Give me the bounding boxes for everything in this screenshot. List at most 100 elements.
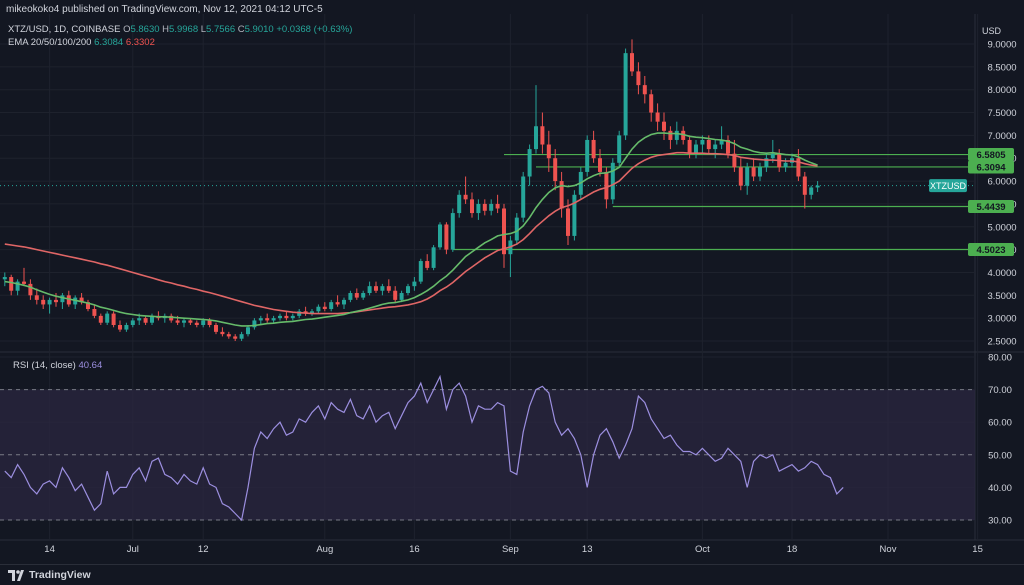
candle-body <box>636 71 641 86</box>
candle-body <box>585 139 590 172</box>
candle-body <box>450 213 455 250</box>
rsi-band-layer <box>0 389 975 521</box>
ohlc-c-value: 5.9010 <box>244 24 274 35</box>
candle-body <box>764 158 769 168</box>
candle-body <box>329 302 334 310</box>
candle-body <box>258 318 263 321</box>
rsi-tick-label: 80.00 <box>988 353 1012 364</box>
candle-body <box>745 167 750 186</box>
currency-label: USD <box>982 26 1002 36</box>
time-tick-label: 15 <box>972 544 983 555</box>
price-tick-label: 9.0000 <box>987 40 1016 51</box>
candle-body <box>534 126 538 150</box>
ohlc-l-label: L <box>200 24 207 35</box>
candle-body <box>738 167 743 186</box>
candle-body <box>783 162 788 168</box>
level-price-tag <box>968 199 1014 213</box>
candle-body <box>54 299 58 303</box>
candle-body <box>175 320 180 323</box>
candle-body <box>642 85 647 95</box>
candle-body <box>572 194 577 236</box>
horizontal-levels <box>0 153 975 251</box>
candle-body <box>751 167 756 177</box>
ohlc-c-label: C <box>237 24 245 35</box>
candle-body <box>79 297 84 303</box>
candle-body <box>706 139 711 150</box>
candle-body <box>34 295 39 300</box>
candle-body <box>732 153 737 168</box>
price-tick-label: 8.5000 <box>987 62 1016 73</box>
price-tick-label: 3.0000 <box>987 314 1016 325</box>
candle-body <box>758 167 762 177</box>
rsi-tick-label: 40.00 <box>988 483 1012 494</box>
candle-body <box>41 299 46 305</box>
price-tick-label: 4.0000 <box>987 268 1016 279</box>
candle-body <box>463 194 468 200</box>
candle-body <box>655 112 660 122</box>
candle-body <box>470 199 474 214</box>
candle-body <box>201 320 206 326</box>
rsi-tick-label: 60.00 <box>988 418 1012 429</box>
candle-body <box>700 139 705 145</box>
ohlc-h-label: H <box>162 24 170 35</box>
time-tick-label: 13 <box>582 544 593 555</box>
candle-body <box>412 281 417 287</box>
level-price-tag-text: 4.5023 <box>976 245 1005 256</box>
candle-body <box>9 277 14 291</box>
candle-body <box>694 144 698 154</box>
price-tick-label: 2.5000 <box>987 337 1016 348</box>
tradingview-logo[interactable]: TradingView <box>8 569 91 581</box>
candle-body <box>406 286 410 294</box>
candle-body <box>22 281 26 284</box>
time-tick-label: 14 <box>44 544 55 555</box>
time-tick-label: 18 <box>787 544 798 555</box>
price-tick-label: 3.5000 <box>987 291 1016 302</box>
level-price-tag <box>968 243 1014 257</box>
ema-label: EMA 20/50/100/200 <box>8 37 92 48</box>
candle-body <box>438 224 442 248</box>
time-tick-label: Oct <box>695 544 710 555</box>
candle-body <box>425 261 430 268</box>
ema-fast-line <box>4 132 818 327</box>
candle-body <box>105 313 110 323</box>
candle-body <box>15 281 20 291</box>
candle-body <box>476 203 481 214</box>
candle-body <box>169 315 174 321</box>
candle-body <box>489 203 494 211</box>
time-tick-label: Sep <box>502 544 519 555</box>
candle-body <box>444 224 449 250</box>
candle-body <box>226 334 231 337</box>
candle-body <box>546 144 551 159</box>
candle-body <box>399 293 404 300</box>
ohlc-o-label: O <box>123 24 131 35</box>
candle-body <box>610 162 615 200</box>
candle-body <box>386 286 391 291</box>
rsi-polyline <box>4 374 844 522</box>
candle-body <box>194 322 199 326</box>
price-tick-label: 7.5000 <box>987 108 1016 119</box>
candle-body <box>719 139 724 145</box>
candle-body <box>687 139 692 154</box>
candle-body <box>322 306 327 310</box>
candle-body <box>802 176 807 195</box>
price-tick-label: 6.0000 <box>987 177 1016 188</box>
level-price-tag-text: 6.3094 <box>976 162 1006 173</box>
ema-value-2: 6.3302 <box>125 37 155 48</box>
candle-body <box>233 336 238 339</box>
candle-body <box>28 283 33 296</box>
candle-body <box>598 158 602 172</box>
rsi-value: 40.64 <box>78 360 103 371</box>
level-price-tag-text: 5.4439 <box>976 202 1005 213</box>
ema-lines <box>4 132 818 327</box>
candle-body <box>98 315 103 323</box>
candle-body <box>393 290 398 300</box>
candle-body <box>290 315 295 319</box>
candle-body <box>354 293 359 298</box>
candle-body <box>297 311 302 316</box>
candle-body <box>495 203 500 209</box>
rsi-label: RSI (14, close) <box>13 360 76 371</box>
candle-body <box>130 320 135 326</box>
candle-body <box>316 306 321 312</box>
chart-canvas[interactable]: 2.50003.00003.50004.00004.50005.00005.50… <box>0 0 1024 564</box>
